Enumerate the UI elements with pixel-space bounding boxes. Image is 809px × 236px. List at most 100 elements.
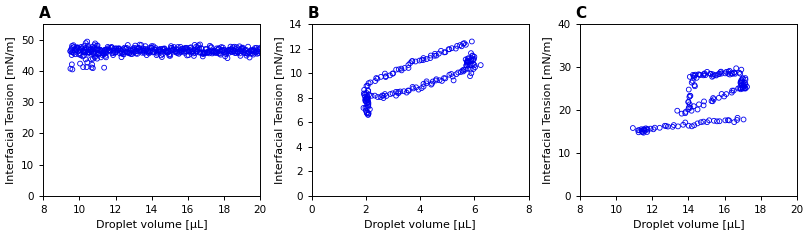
X-axis label: Droplet volume [μL]: Droplet volume [μL]: [364, 220, 476, 230]
Point: [703, 118, 716, 122]
Point: [97, 49, 110, 53]
Point: [362, 104, 375, 107]
Point: [87, 47, 100, 51]
Point: [392, 91, 404, 95]
Point: [171, 51, 184, 55]
Point: [100, 48, 113, 52]
Point: [697, 73, 709, 77]
Point: [227, 45, 239, 49]
Point: [64, 67, 77, 71]
Point: [155, 49, 167, 53]
Point: [76, 55, 89, 58]
Point: [85, 57, 98, 61]
Point: [362, 113, 375, 117]
Point: [80, 65, 93, 69]
Point: [77, 50, 90, 54]
Point: [190, 50, 203, 54]
Point: [725, 72, 738, 75]
Point: [110, 49, 123, 53]
Point: [633, 128, 646, 132]
Point: [465, 72, 478, 75]
Point: [164, 46, 177, 50]
Point: [407, 87, 420, 90]
Point: [246, 51, 259, 55]
Point: [138, 47, 151, 51]
Point: [72, 52, 85, 56]
Point: [215, 49, 228, 52]
Point: [146, 44, 159, 48]
Point: [417, 58, 430, 62]
Point: [735, 87, 748, 91]
Point: [200, 47, 213, 51]
Point: [98, 48, 111, 52]
Point: [194, 51, 207, 55]
Point: [235, 47, 248, 51]
Point: [739, 86, 752, 90]
Point: [78, 50, 91, 54]
Point: [163, 54, 176, 58]
Point: [428, 54, 441, 58]
Point: [248, 46, 261, 50]
Point: [211, 48, 224, 52]
Point: [740, 85, 753, 89]
Point: [359, 99, 372, 103]
Point: [464, 57, 477, 61]
Point: [142, 51, 155, 55]
Point: [197, 52, 210, 56]
Point: [688, 74, 701, 77]
Point: [235, 49, 248, 53]
Y-axis label: Interfacial Tension [mN/m]: Interfacial Tension [mN/m]: [542, 36, 553, 184]
Point: [638, 129, 651, 133]
Point: [167, 45, 180, 49]
Point: [687, 76, 700, 80]
Point: [252, 50, 265, 53]
Point: [397, 89, 410, 93]
Point: [201, 51, 214, 55]
Point: [641, 127, 654, 131]
Point: [693, 73, 705, 76]
Point: [417, 85, 430, 88]
Point: [460, 58, 472, 61]
Point: [635, 127, 648, 131]
Point: [413, 59, 426, 63]
Point: [733, 86, 746, 90]
Point: [254, 50, 267, 54]
Point: [737, 118, 750, 121]
Point: [697, 72, 710, 76]
Point: [434, 49, 447, 53]
Point: [362, 105, 375, 109]
Point: [687, 73, 700, 77]
Point: [161, 51, 174, 54]
Point: [706, 72, 719, 76]
Point: [688, 104, 701, 108]
Point: [178, 51, 191, 55]
Point: [653, 126, 666, 130]
Point: [176, 47, 188, 51]
Point: [684, 94, 697, 98]
Point: [78, 48, 91, 52]
Point: [377, 96, 390, 100]
Point: [100, 55, 112, 59]
Point: [88, 43, 101, 47]
Point: [401, 89, 414, 93]
Point: [203, 49, 216, 53]
Point: [74, 51, 87, 55]
Point: [359, 106, 372, 110]
Point: [123, 51, 136, 55]
Point: [375, 94, 388, 97]
Point: [358, 93, 371, 97]
Point: [445, 46, 458, 50]
Point: [685, 109, 698, 113]
Point: [121, 43, 134, 47]
Point: [206, 51, 219, 54]
Point: [386, 72, 399, 76]
Point: [91, 47, 104, 51]
Point: [443, 47, 455, 51]
Point: [69, 49, 82, 52]
Point: [207, 50, 220, 54]
Point: [697, 104, 710, 107]
Point: [699, 73, 712, 77]
Point: [635, 129, 648, 133]
Point: [176, 47, 189, 51]
Point: [685, 81, 698, 84]
